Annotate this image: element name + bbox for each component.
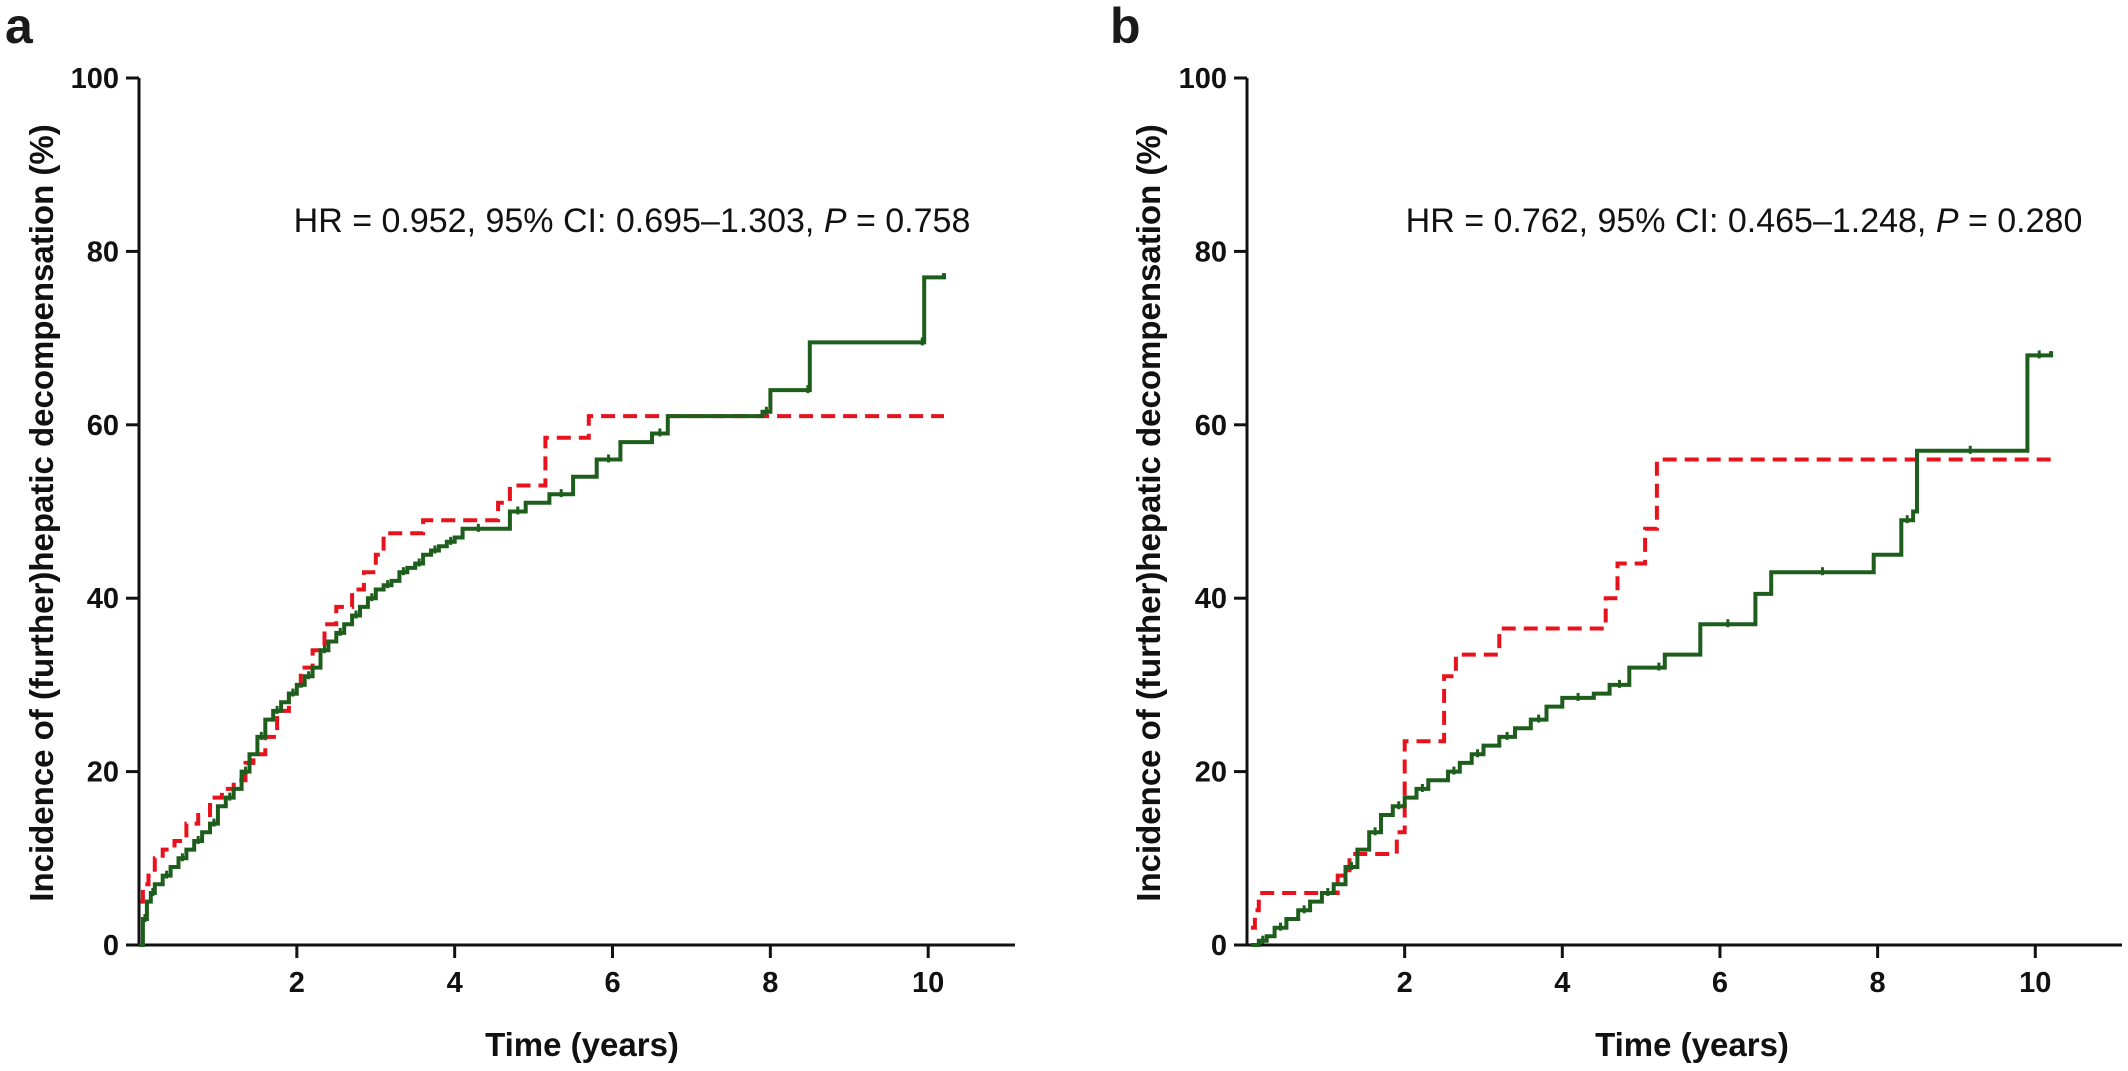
panel-a-hr-annotation: HR = 0.952, 95% CI: 0.695–1.303, P = 0.7… [294, 202, 971, 240]
panel-a-y-axis-title: Incidence of (further)hepatic decompensa… [23, 124, 60, 901]
panel-a-y-tick-label: 100 [71, 63, 119, 95]
panel-b-x-tick-label: 8 [1870, 967, 1886, 999]
panel-a-y-tick-label: 20 [87, 757, 119, 789]
panel-a-x-tick-label: 2 [289, 967, 305, 999]
panel-b-x-tick-label: 2 [1397, 967, 1413, 999]
panel-b-y-axis-title: Incidence of (further)hepatic decompensa… [1130, 124, 1167, 901]
panel-b-x-tick-label: 4 [1554, 967, 1570, 999]
panel-b-p-value: = 0.280 [1959, 202, 2083, 240]
panel-a-y-tick-label: 80 [87, 236, 119, 268]
panel-b-letter: b [1110, 0, 1141, 54]
panel-b-y-tick-label: 40 [1195, 583, 1227, 615]
panel-a-series [139, 273, 946, 947]
panel-b-y-tick-label: 0 [1211, 930, 1227, 962]
panel-b-series [1250, 350, 2054, 947]
panel-a-p-value: = 0.758 [847, 202, 971, 240]
panel-a-series-dashed-red-line [140, 414, 944, 904]
panel-b-y-tick-label: 100 [1179, 63, 1227, 95]
panel-a-x-tick-label: 6 [604, 967, 620, 999]
panel-b-y-tick-label: 60 [1195, 410, 1227, 442]
panel-a-y-tick-label: 40 [87, 583, 119, 615]
panel-b-series-solid-green-line [1250, 351, 2054, 947]
panel-b-hr-annotation: HR = 0.762, 95% CI: 0.465–1.248, P = 0.2… [1406, 202, 2083, 240]
panel-b-axes: 0 20 40 60 80 100 2 4 6 8 10 [1179, 63, 2122, 999]
panel-a-series-solid-green-line [139, 273, 946, 947]
panel-b-x-tick-label: 6 [1712, 967, 1728, 999]
panel-a-x-tick-label: 8 [762, 967, 778, 999]
panel-a-letter: a [5, 0, 34, 54]
panel-a-x-tick-label: 4 [447, 967, 463, 999]
panel-a-x-tick-label: 10 [912, 967, 944, 999]
panel-a-axes: 0 20 40 60 80 100 2 4 6 8 10 [71, 63, 1015, 999]
panel-b-p-symbol: P [1936, 202, 1959, 240]
panel-b: b HR = 0.762, 95% CI: 0.465–1.248, P = 0… [1110, 0, 2122, 1063]
panel-b-y-tick-label: 20 [1195, 757, 1227, 789]
panel-a-y-tick-label: 0 [103, 930, 119, 962]
panel-a-hr-text: HR = 0.952, 95% CI: 0.695–1.303, [294, 202, 824, 240]
panel-b-series-dashed-red-line [1250, 457, 2052, 930]
panel-a: a HR = 0.952, 95% CI: 0.695–1.303, P = 0… [5, 0, 1015, 1063]
panel-b-x-tick-label: 10 [2019, 967, 2051, 999]
panel-a-x-axis-title: Time (years) [485, 1026, 679, 1063]
panel-a-p-symbol: P [824, 202, 847, 240]
panel-b-hr-text: HR = 0.762, 95% CI: 0.465–1.248, [1406, 202, 1936, 240]
panel-a-y-tick-label: 60 [87, 410, 119, 442]
panel-b-y-tick-label: 80 [1195, 236, 1227, 268]
panel-b-x-axis-title: Time (years) [1595, 1026, 1789, 1063]
